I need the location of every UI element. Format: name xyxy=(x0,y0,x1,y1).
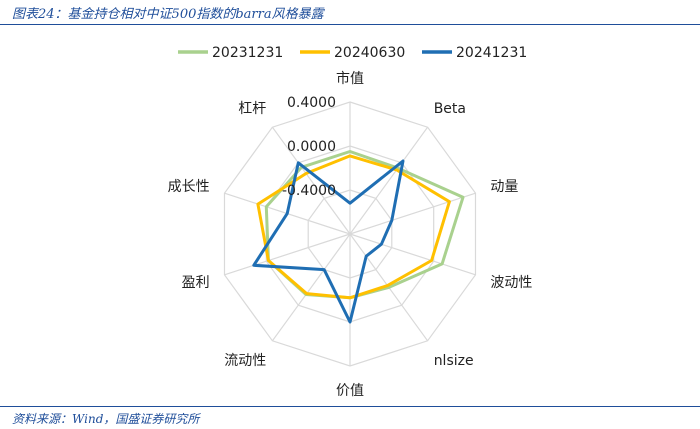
radar-series xyxy=(252,150,465,324)
axis-label-9: 杠杆 xyxy=(238,101,266,117)
spoke-6 xyxy=(271,233,351,342)
axis-label-2: 动量 xyxy=(490,179,518,195)
series-line-20241231 xyxy=(252,159,405,324)
spoke-7 xyxy=(224,233,351,276)
legend: 20231231 20240630 20241231 xyxy=(178,45,527,61)
figure-header: 图表24：基金持仓相对中证500指数的barra风格暴露 xyxy=(0,0,700,24)
axis-label-1: Beta xyxy=(434,101,466,117)
legend-label-1: 20240630 xyxy=(334,45,405,61)
tick-labels: -0.4000 0.0000 0.4000 xyxy=(282,95,336,199)
tick-label-0: -0.4000 xyxy=(282,183,336,199)
footer-rule xyxy=(0,406,700,407)
axis-label-4: nlsize xyxy=(434,353,474,369)
legend-label-2: 20241231 xyxy=(456,45,527,61)
tick-label-2: 0.4000 xyxy=(287,95,336,111)
spoke-1 xyxy=(349,126,429,235)
axis-label-6: 流动性 xyxy=(224,353,266,369)
legend-label-0: 20231231 xyxy=(212,45,283,61)
axis-label-8: 成长性 xyxy=(168,179,210,195)
figure-title: 图表24：基金持仓相对中证500指数的barra风格暴露 xyxy=(12,7,324,22)
spoke-3 xyxy=(349,233,476,276)
radar-grid xyxy=(223,101,477,367)
axis-label-5: 价值 xyxy=(336,383,364,399)
axis-label-3: 波动性 xyxy=(490,275,532,291)
spoke-2 xyxy=(349,192,476,235)
tick-label-1: 0.0000 xyxy=(287,139,336,155)
axis-label-0: 市值 xyxy=(336,70,364,87)
spoke-9 xyxy=(271,126,351,235)
axis-label-7: 盈利 xyxy=(182,275,210,291)
series-line-20240630 xyxy=(256,154,451,300)
header-rule xyxy=(0,24,700,25)
source-note: 资料来源：Wind，国盛证券研究所 xyxy=(12,412,200,426)
